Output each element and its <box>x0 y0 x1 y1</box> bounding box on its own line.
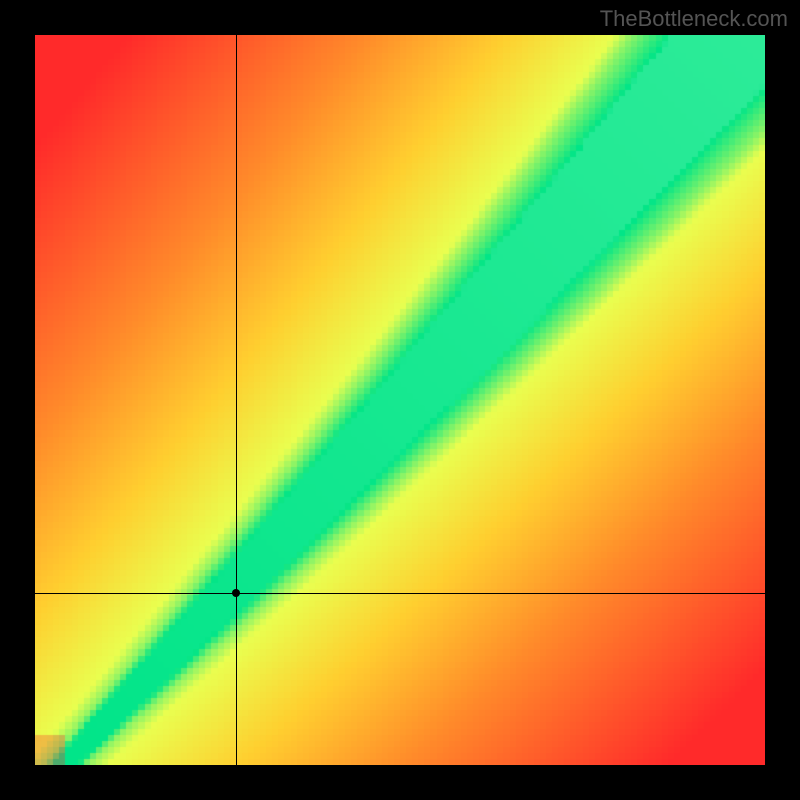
chart-container: TheBottleneck.com <box>0 0 800 800</box>
plot-area <box>35 35 765 765</box>
crosshair-horizontal <box>35 593 765 594</box>
crosshair-vertical <box>236 35 237 765</box>
heatmap-canvas <box>35 35 765 765</box>
crosshair-marker <box>232 589 240 597</box>
watermark-text: TheBottleneck.com <box>600 6 788 32</box>
